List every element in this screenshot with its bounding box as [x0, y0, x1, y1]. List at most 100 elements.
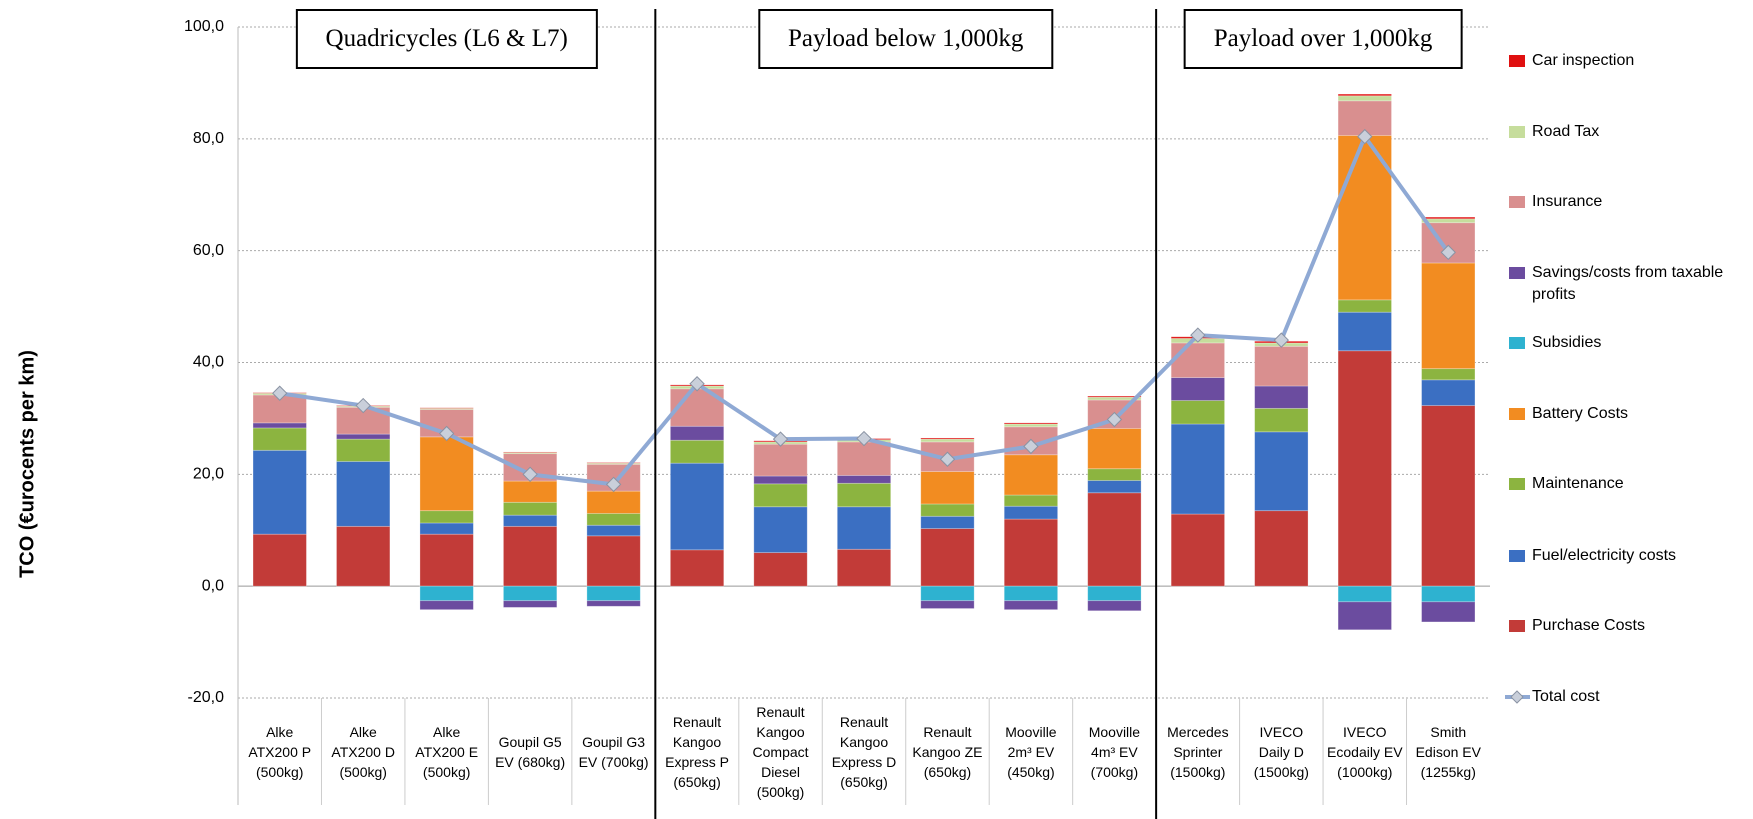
bar-segment — [1254, 345, 1309, 387]
legend-swatch — [1509, 55, 1525, 67]
bar-segment — [920, 437, 975, 440]
x-tick-label: IVECO Daily D (1500kg) — [1253, 723, 1309, 780]
bar-segment — [920, 600, 975, 609]
legend-swatch — [1509, 408, 1525, 420]
legend-swatch — [1509, 478, 1525, 490]
bar-segment — [1254, 431, 1309, 512]
x-tick-label: Goupil G5 EV (680kg) — [495, 733, 566, 770]
legend-label: Battery Costs — [1532, 405, 1629, 422]
total-marker — [1023, 438, 1039, 455]
bar-segment — [1087, 492, 1142, 587]
bar-segment — [252, 449, 307, 535]
bar-segment — [920, 515, 975, 529]
bar-segment — [1337, 585, 1392, 603]
total-marker — [1190, 327, 1206, 343]
bar-segment — [1087, 468, 1142, 481]
bar-segment — [753, 506, 808, 554]
total-marker — [689, 376, 705, 392]
bar-segment — [1421, 216, 1476, 220]
bar-segment — [252, 422, 307, 429]
x-tick-label: Renault Kangoo Compact Diesel (500kg) — [752, 703, 809, 800]
bar-segment — [1087, 480, 1142, 494]
legend-swatch — [1509, 267, 1525, 279]
bar-segment — [586, 462, 641, 464]
bar-segment — [419, 585, 474, 602]
bar-segment — [1003, 585, 1059, 602]
x-tick-label: Alke ATX200 D (500kg) — [331, 723, 395, 780]
bar-segment — [1003, 423, 1059, 428]
total-marker — [1357, 128, 1373, 145]
bar-segment — [1421, 585, 1476, 603]
bar-segment — [836, 482, 892, 508]
bar-segment — [1003, 454, 1059, 496]
bar-segment — [836, 548, 892, 587]
legend-swatch — [1509, 337, 1525, 349]
bar-segment — [586, 524, 641, 537]
bar-segment — [1003, 600, 1059, 611]
bar-segment — [503, 514, 558, 527]
bar-segment — [586, 490, 641, 514]
bar-segment — [1003, 505, 1059, 520]
x-tick-label: Alke ATX200 E (500kg) — [415, 723, 479, 780]
y-tick-label: 80,0 — [193, 130, 224, 147]
x-tick-label: Mooville 2m³ EV (450kg) — [1005, 723, 1057, 780]
total-marker — [772, 431, 789, 447]
bar-segment — [1003, 422, 1059, 425]
bar-segment — [419, 533, 474, 587]
total-marker — [1273, 332, 1290, 348]
x-tick-label: Renault Kangoo ZE (650kg) — [912, 723, 983, 780]
bar-segment — [920, 438, 975, 443]
total-marker — [939, 451, 956, 467]
bar-segment — [1170, 400, 1225, 425]
bar-segment — [1170, 377, 1225, 401]
bar-segment — [836, 441, 892, 476]
bar-segment — [1337, 311, 1392, 352]
bar-segment — [920, 528, 975, 587]
bar-segment — [1421, 601, 1476, 623]
bar-segment — [753, 475, 808, 485]
total-marker — [856, 430, 872, 447]
bar-segment — [920, 585, 975, 602]
bar-segment — [1170, 342, 1225, 378]
x-tick-label: Mercedes Sprinter (1500kg) — [1167, 723, 1229, 780]
bar-segment — [1421, 405, 1476, 587]
bar-segment — [1087, 600, 1142, 612]
bar-segment — [836, 506, 892, 550]
bar-segment — [503, 480, 558, 503]
y-tick-label: 100,0 — [184, 18, 224, 35]
bar-segment — [1337, 350, 1392, 587]
bar-segment — [920, 471, 975, 505]
bar-segment — [1421, 368, 1476, 381]
bar-segment — [1254, 385, 1309, 409]
y-tick-label: 20,0 — [193, 466, 224, 483]
legend-label: Total cost — [1532, 688, 1600, 705]
bar-segment — [1337, 93, 1392, 97]
legend-label: Subsidies — [1532, 334, 1602, 351]
legend-label: Purchase Costs — [1532, 617, 1645, 634]
bar-segment — [586, 535, 641, 587]
bar-segment — [1170, 423, 1225, 515]
y-tick-label: 40,0 — [193, 354, 224, 371]
bar-segment — [419, 436, 474, 512]
bar-segment — [836, 475, 892, 484]
bar-segment — [419, 600, 474, 611]
legend-marker — [1510, 690, 1524, 704]
legend-swatch — [1509, 550, 1525, 562]
bar-segment — [586, 513, 641, 526]
total-marker — [1106, 411, 1123, 428]
bar-segment — [252, 533, 307, 587]
legend-swatch — [1509, 196, 1525, 208]
legend-label: Insurance — [1532, 193, 1603, 210]
total-marker — [272, 385, 288, 401]
x-tick-label: Alke ATX200 P (500kg) — [248, 723, 312, 780]
bar-segment — [669, 462, 725, 551]
bar-segment — [1337, 299, 1392, 313]
legend-label: Fuel/electricity costs — [1532, 547, 1677, 564]
group-annotation: Payload over 1,000kg — [1183, 9, 1463, 69]
x-tick-label: Smith Edison EV (1255kg) — [1415, 723, 1481, 780]
x-tick-label: IVECO Ecodaily EV (1000kg) — [1327, 723, 1403, 780]
bar-segment — [336, 433, 391, 440]
bar-segment — [920, 503, 975, 517]
